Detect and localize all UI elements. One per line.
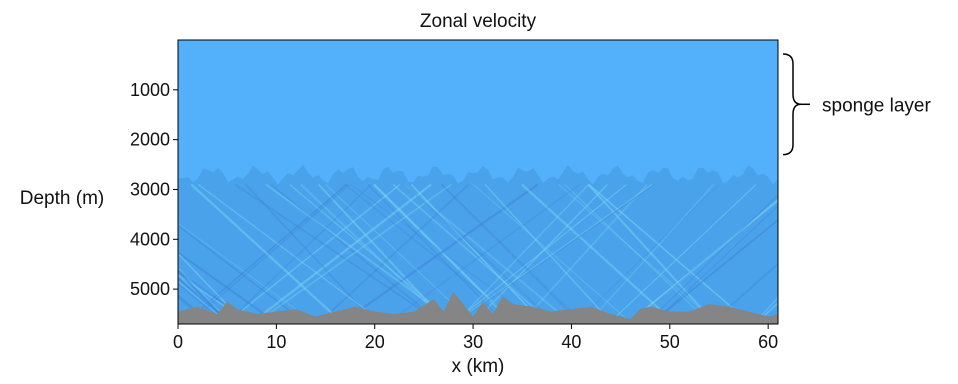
wave-beam xyxy=(178,294,213,324)
wave-beam xyxy=(245,183,377,324)
wave-beam xyxy=(629,196,778,324)
y-tick-label: 4000 xyxy=(130,229,170,249)
wave-beam xyxy=(350,184,541,324)
y-tick-label: 5000 xyxy=(130,279,170,299)
wave-beam xyxy=(558,183,719,324)
wave-beam xyxy=(234,183,443,324)
sponge-layer-brace xyxy=(782,53,802,156)
wave-beam xyxy=(318,183,449,324)
y-tick-label: 1000 xyxy=(130,80,170,100)
wave-beam xyxy=(625,200,778,324)
y-axis-label: Depth (m) xyxy=(20,188,104,209)
wave-beam xyxy=(224,184,401,324)
wave-beam xyxy=(178,251,279,324)
x-tick-label: 40 xyxy=(561,332,581,352)
wave-beam xyxy=(651,205,778,324)
wave-beam xyxy=(627,197,778,324)
wave-beam xyxy=(473,184,633,324)
wave-beam xyxy=(588,183,752,324)
wave-beam xyxy=(249,183,432,324)
wave-beam xyxy=(607,184,757,324)
wave-beam xyxy=(484,183,614,324)
wave-beam xyxy=(441,184,585,324)
wave-beam xyxy=(317,183,470,324)
wave-beam xyxy=(453,183,590,324)
x-tick-label: 50 xyxy=(660,332,680,352)
wave-beam xyxy=(225,183,372,324)
x-tick-label: 20 xyxy=(365,332,385,352)
wave-beam xyxy=(587,183,717,324)
x-axis-label: x (km) xyxy=(452,356,505,377)
x-tick-label: 30 xyxy=(463,332,483,352)
wave-beam xyxy=(573,184,720,324)
wave-beam xyxy=(452,183,654,324)
wave-beam xyxy=(471,183,608,324)
wave-beam xyxy=(197,184,386,324)
wave-beam xyxy=(270,183,443,324)
wave-beam xyxy=(586,184,714,324)
wave-beam xyxy=(178,266,232,324)
x-tick-label: 0 xyxy=(173,332,183,352)
wave-beam xyxy=(521,183,677,324)
wave-beam xyxy=(753,296,778,324)
wave-beam xyxy=(405,183,557,324)
x-axis: 0 10 20 30 40 50 60 xyxy=(173,324,778,352)
wave-beam xyxy=(451,184,627,324)
chart-title: Zonal velocity xyxy=(420,11,537,32)
wave-beam xyxy=(178,252,247,324)
wave-beam xyxy=(178,282,228,324)
wave-beam xyxy=(344,183,521,324)
wave-beam xyxy=(385,183,581,324)
wave-beam xyxy=(178,280,230,324)
wave-beam xyxy=(645,194,778,324)
wave-beam xyxy=(178,296,210,324)
wave-beam xyxy=(178,270,231,324)
wave-beam xyxy=(373,183,516,324)
sponge-layer-label: sponge layer xyxy=(822,95,931,116)
wave-beam xyxy=(410,184,545,324)
lower-velocity-field xyxy=(178,164,778,324)
plot-frame xyxy=(177,39,779,325)
wave-beam xyxy=(187,183,351,324)
wave-beam xyxy=(178,269,253,324)
wave-beam xyxy=(649,218,778,324)
wave-beam xyxy=(289,184,456,324)
wave-beam xyxy=(440,183,582,324)
x-tick-label: 60 xyxy=(758,332,778,352)
wave-beam xyxy=(265,183,458,324)
plot-area xyxy=(178,40,778,324)
y-axis: 1000 2000 3000 4000 5000 xyxy=(130,80,178,299)
wave-beam xyxy=(178,273,251,324)
wave-beam xyxy=(709,262,778,324)
wave-beam xyxy=(190,183,345,324)
wave-beam xyxy=(519,183,648,324)
wave-beam xyxy=(178,276,232,324)
wave-beam xyxy=(178,224,308,324)
wave-beam xyxy=(453,183,655,324)
internal-wave-beams xyxy=(178,183,778,324)
y-tick-label: 3000 xyxy=(130,179,170,199)
wave-beam xyxy=(339,183,539,324)
wave-beam xyxy=(178,222,317,324)
wave-beam xyxy=(564,184,712,324)
wave-beam xyxy=(253,183,452,324)
wave-beam xyxy=(182,183,347,324)
wave-beam xyxy=(300,183,450,324)
x-tick-label: 10 xyxy=(266,332,286,352)
wave-beam xyxy=(392,183,553,324)
y-tick-label: 2000 xyxy=(130,130,170,150)
bathymetry-topography xyxy=(178,291,778,324)
